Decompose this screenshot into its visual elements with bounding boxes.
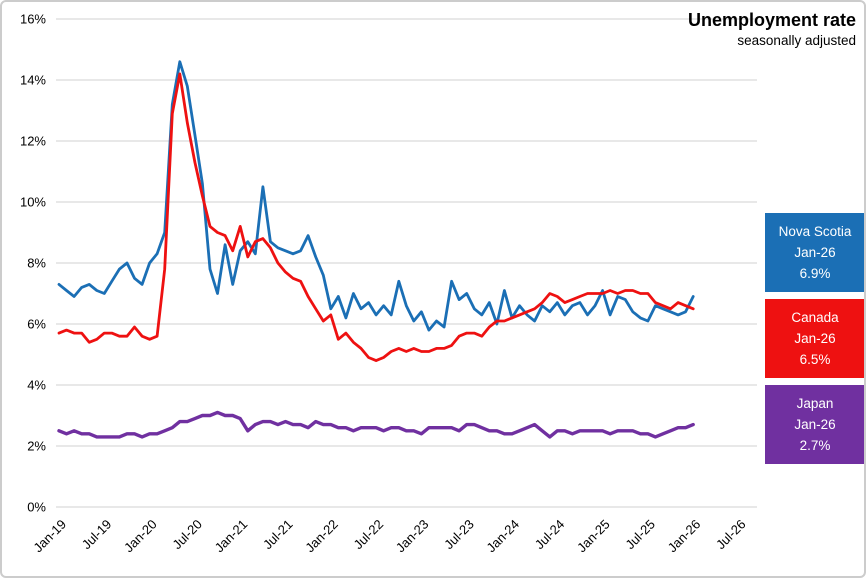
line-canada [57,72,695,363]
y-axis-labels: 0% 2% 4% 6% 8% 10% 12% 14% 16% [20,12,46,515]
x-axis-labels: Jan-19 Jul-19 Jan-20 Jul-20 Jan-21 Jul-21 Jan-… [30,517,748,556]
y-tick-label: 0% [27,500,46,515]
x-tick-label: Jan-26 [665,517,704,556]
x-tick-label: Jul-22 [351,517,387,553]
x-tick-label: Jan-24 [483,517,522,556]
chart-subtitle: seasonally adjusted [737,32,856,48]
legend-period: Jan-26 [794,331,836,346]
x-tick-label: Jan-21 [212,517,251,556]
y-tick-label: 14% [20,73,46,88]
legend-series-name: Nova Scotia [778,224,852,239]
y-tick-label: 16% [20,12,46,27]
x-tick-label: Jul-23 [441,517,477,553]
x-tick-label: Jul-20 [169,517,205,553]
x-tick-label: Jan-25 [574,517,613,556]
legend-series-name: Canada [791,310,839,325]
legend-canada: Canada Jan-26 6.5% [765,299,864,378]
y-tick-label: 10% [20,195,46,210]
legend-value: 2.7% [799,438,831,453]
legend-japan: Japan Jan-26 2.7% [765,385,864,464]
y-tick-label: 8% [27,256,46,271]
line-nova-scotia [57,60,695,332]
legend-period: Jan-26 [794,417,836,432]
chart-title: Unemployment rate [687,10,856,30]
y-tick-label: 2% [27,439,46,454]
x-tick-label: Jul-21 [260,517,296,553]
x-tick-label: Jan-20 [121,517,160,556]
legend-series-name: Japan [796,396,834,411]
line-japan [57,410,695,439]
y-tick-label: 12% [20,134,46,149]
x-tick-label: Jul-19 [79,517,115,553]
gridlines [56,18,757,508]
x-tick-label: Jul-26 [713,517,749,553]
legend-nova-scotia: Nova Scotia Jan-26 6.9% [765,213,864,292]
y-tick-label: 6% [27,317,46,332]
chart-title-block: Unemployment rate seasonally adjusted [688,10,856,49]
legend-value: 6.9% [799,266,831,281]
x-tick-label: Jul-25 [622,517,658,553]
x-tick-label: Jul-24 [532,517,568,553]
y-tick-label: 4% [27,378,46,393]
x-tick-label: Jan-19 [30,517,69,556]
legend-period: Jan-26 [794,245,836,260]
x-tick-label: Jan-23 [393,517,432,556]
legend-value: 6.5% [799,352,831,367]
x-tick-label: Jan-22 [302,517,341,556]
